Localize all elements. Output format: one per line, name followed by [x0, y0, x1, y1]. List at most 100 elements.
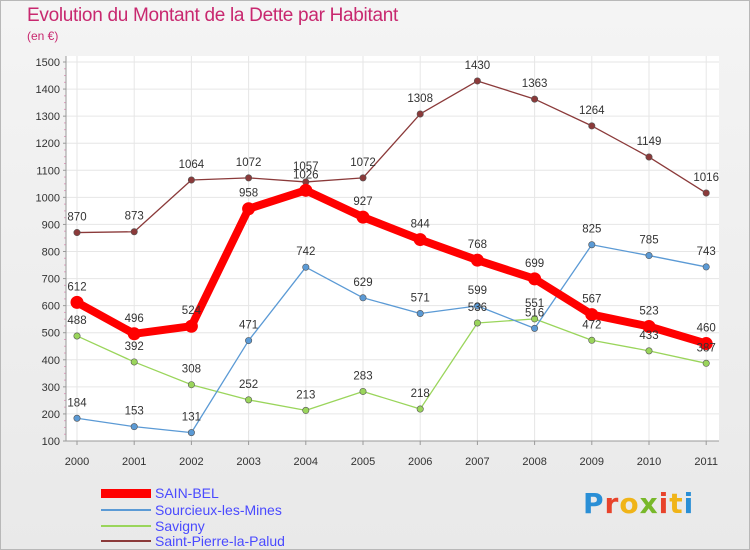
data-point [473, 319, 481, 327]
data-label: 516 [525, 307, 544, 319]
data-point [130, 228, 138, 236]
data-label: 252 [239, 379, 258, 391]
y-tick-label: 800 [42, 247, 60, 259]
data-point [588, 241, 596, 249]
y-tick-label: 1200 [36, 138, 60, 150]
data-point [531, 324, 539, 332]
data-label: 743 [697, 246, 716, 258]
series-line-savigny [76, 318, 707, 412]
data-label: 870 [67, 212, 86, 224]
data-point [73, 332, 81, 340]
data-point [531, 95, 539, 103]
y-tick-label: 100 [42, 436, 60, 448]
data-label: 571 [411, 292, 430, 304]
logo-letter: o [619, 487, 640, 520]
data-label: 433 [639, 330, 658, 342]
legend-item: Savigny [101, 518, 361, 534]
data-point [130, 423, 138, 431]
data-point [73, 414, 81, 422]
legend-label: Sourcieux-les-Mines [155, 502, 282, 518]
y-tick-label: 200 [42, 409, 60, 421]
data-point [473, 302, 481, 310]
data-label: 218 [411, 388, 430, 400]
data-label: 1308 [407, 93, 433, 105]
data-label: 308 [182, 364, 201, 376]
y-tick-label: 900 [42, 219, 60, 231]
data-point [473, 77, 481, 85]
data-label: 768 [468, 239, 487, 251]
data-label: 184 [67, 397, 87, 409]
series-line-sain-bel [75, 186, 708, 348]
data-point [73, 229, 81, 237]
legend-swatch [101, 509, 151, 511]
legend-swatch [101, 488, 151, 498]
data-point [645, 153, 653, 161]
legend-label: SAIN-BEL [155, 485, 219, 501]
x-tick-label: 2008 [522, 456, 546, 468]
legend-label: Saint-Pierre-la-Palud [155, 533, 285, 549]
data-label: 844 [411, 219, 431, 231]
x-tick-label: 2011 [694, 456, 718, 468]
data-point [187, 381, 195, 389]
data-point [302, 263, 310, 271]
data-label: 785 [639, 235, 658, 247]
series-line-sourcieux-les-mines [76, 244, 707, 434]
data-point [359, 387, 367, 395]
data-point [645, 347, 653, 355]
data-label: 873 [125, 211, 144, 223]
data-label: 927 [353, 196, 372, 208]
data-point [416, 309, 424, 317]
data-label: 472 [582, 319, 601, 331]
x-tick-label: 2005 [351, 456, 375, 468]
y-tick-label: 700 [42, 274, 60, 286]
data-point [531, 315, 539, 323]
data-point [302, 406, 310, 414]
data-label: 1026 [293, 169, 319, 181]
data-label: 496 [125, 313, 144, 325]
data-label: 1363 [522, 78, 548, 90]
data-point [645, 252, 653, 260]
y-tick-label: 600 [42, 301, 60, 313]
x-tick-label: 2010 [637, 456, 661, 468]
proxiti-logo: Proxiti [583, 489, 694, 519]
logo-letter: t [669, 487, 684, 520]
data-label: 1057 [293, 161, 319, 173]
legend-swatch [101, 540, 151, 542]
y-tick-label: 300 [42, 382, 60, 394]
data-point [356, 210, 370, 224]
data-label: 1072 [236, 157, 262, 169]
legend-label: Savigny [155, 518, 205, 534]
legend-item: SAIN-BEL [101, 485, 361, 501]
data-label: 958 [239, 188, 258, 200]
logo-letter: x [639, 487, 659, 520]
data-label: 629 [353, 277, 372, 289]
data-point [359, 294, 367, 302]
data-label: 1430 [465, 60, 491, 72]
data-label: 536 [468, 302, 487, 314]
data-label: 523 [639, 305, 658, 317]
data-label: 567 [582, 294, 601, 306]
legend-item: Sourcieux-les-Mines [101, 502, 361, 518]
data-point [588, 336, 596, 344]
data-label: 153 [125, 406, 144, 418]
data-point [130, 358, 138, 366]
data-label: 612 [67, 281, 86, 293]
data-label: 488 [67, 315, 86, 327]
data-point [699, 337, 713, 351]
logo-letter: P [583, 487, 605, 520]
data-label: 599 [468, 285, 487, 297]
x-tick-label: 2000 [65, 456, 89, 468]
data-label: 1149 [637, 136, 662, 148]
data-label: 1016 [693, 172, 719, 184]
data-point [470, 253, 484, 267]
data-point [242, 202, 256, 216]
plot-area [66, 56, 719, 441]
x-tick-label: 2006 [408, 456, 432, 468]
x-tick-label: 2009 [580, 456, 604, 468]
data-point [70, 295, 84, 309]
data-point [187, 429, 195, 437]
y-tick-label: 1300 [36, 111, 60, 123]
x-tick-label: 2007 [465, 456, 489, 468]
